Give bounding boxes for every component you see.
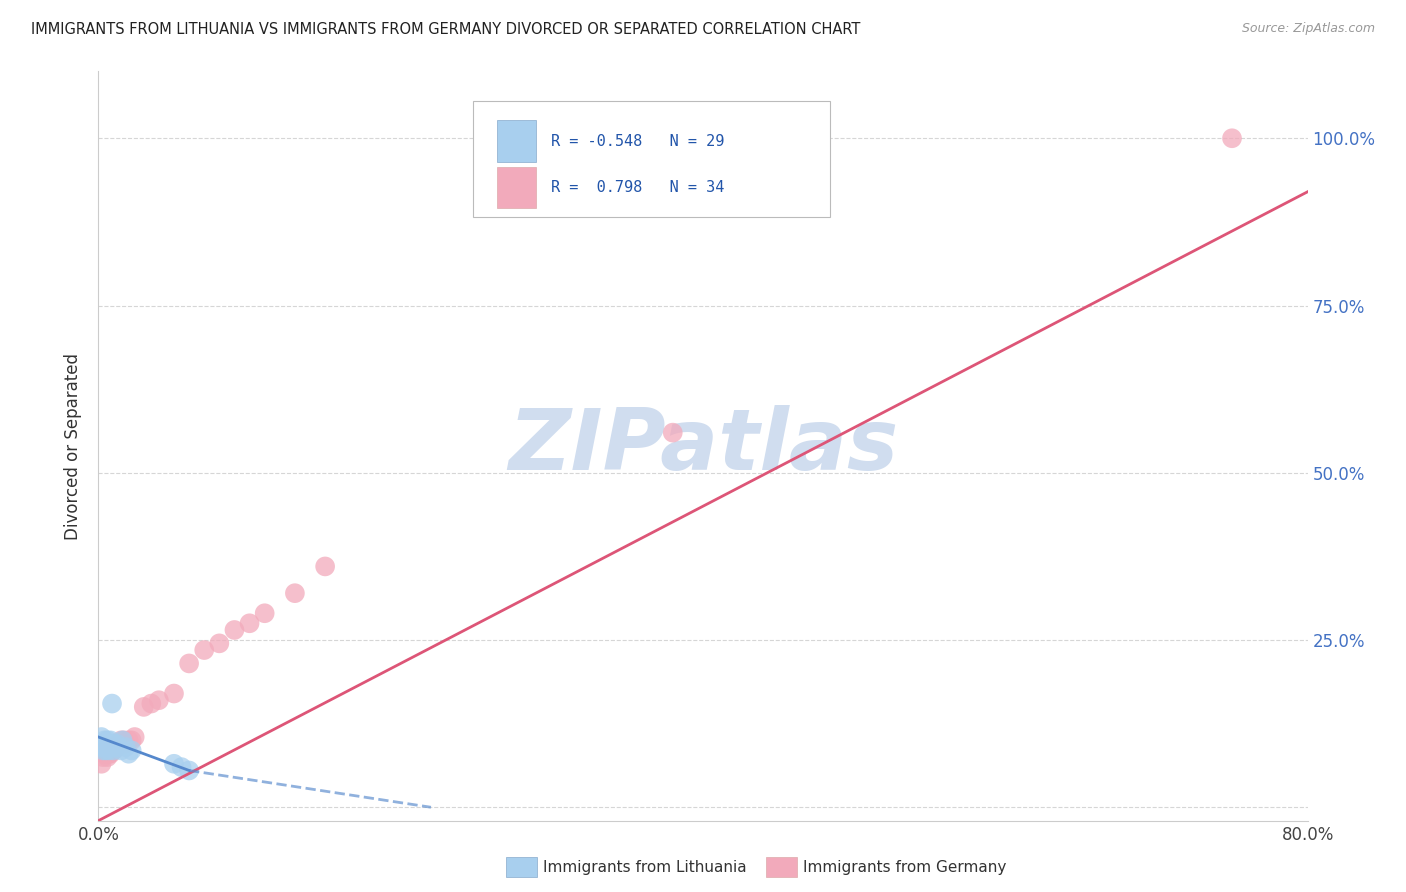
Point [100,747,122,761]
Point [314,559,336,574]
Point [93,747,115,761]
Point [105,737,128,751]
Point [110,733,132,747]
Point [107,737,129,751]
Point [163,687,186,701]
Point [98,743,121,757]
Point [94,743,117,757]
Point [100,740,122,755]
Point [90,730,112,744]
Point [111,737,134,751]
Point [103,743,125,757]
Point [253,607,276,621]
Point [91,750,114,764]
Point [93,740,115,755]
Point [239,616,262,631]
Point [98,737,121,751]
Point [103,743,125,757]
Point [170,760,193,774]
Point [114,740,136,755]
Y-axis label: Divorced or Separated: Divorced or Separated [65,352,83,540]
Point [110,743,132,757]
Text: Source: ZipAtlas.com: Source: ZipAtlas.com [1241,22,1375,36]
Point [118,747,141,761]
Point [101,743,124,757]
Point [108,737,131,751]
Point [89,737,111,751]
Point [1220,131,1243,145]
Point [96,750,118,764]
Point [121,733,143,747]
Point [91,737,114,751]
Point [91,743,114,757]
Point [112,733,135,747]
Point [163,756,186,771]
Point [90,740,112,755]
Text: R =  0.798   N = 34: R = 0.798 N = 34 [551,180,724,195]
Bar [498,120,536,161]
Point [124,730,146,744]
Point [104,740,127,755]
FancyBboxPatch shape [474,102,830,218]
Point [93,733,115,747]
Point [94,743,117,757]
Text: ZIPatlas: ZIPatlas [508,404,898,488]
Point [193,643,215,657]
Point [94,737,117,751]
Point [105,740,128,755]
Point [224,623,246,637]
Point [111,733,134,747]
Point [104,740,127,755]
Point [114,737,136,751]
Point [141,697,163,711]
Point [208,636,231,650]
Text: Immigrants from Lithuania: Immigrants from Lithuania [543,860,747,874]
Point [96,733,118,747]
Bar [498,167,536,208]
Point [90,756,112,771]
Text: R = -0.548   N = 29: R = -0.548 N = 29 [551,134,724,149]
Point [121,743,143,757]
Point [179,764,201,778]
Text: Immigrants from Germany: Immigrants from Germany [803,860,1007,874]
Point [661,425,683,440]
Point [132,700,155,714]
Point [101,697,124,711]
Point [98,747,121,761]
Point [179,657,201,671]
Point [107,740,129,755]
Point [148,693,170,707]
Text: IMMIGRANTS FROM LITHUANIA VS IMMIGRANTS FROM GERMANY DIVORCED OR SEPARATED CORRE: IMMIGRANTS FROM LITHUANIA VS IMMIGRANTS … [31,22,860,37]
Point [96,740,118,755]
Point [100,733,122,747]
Point [118,733,141,747]
Point [103,737,125,751]
Point [284,586,307,600]
